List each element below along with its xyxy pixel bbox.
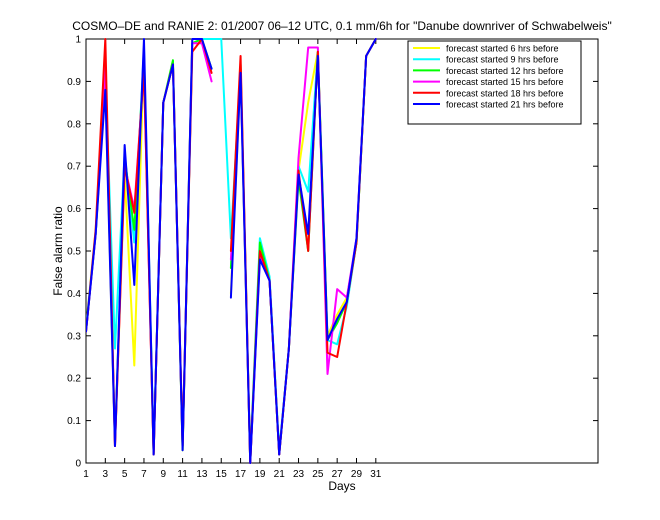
x-tick-label: 17 xyxy=(235,469,247,480)
x-axis-label: Days xyxy=(328,479,355,493)
x-tick-label: 19 xyxy=(254,469,266,480)
y-tick-label: 0.9 xyxy=(67,77,81,88)
x-tick-label: 31 xyxy=(370,469,382,480)
series-lines xyxy=(86,38,377,464)
y-tick-label: 0 xyxy=(75,459,81,470)
x-tick-label: 13 xyxy=(196,469,208,480)
series-line-forecast-started-21-hrs-before xyxy=(229,38,377,464)
y-tick-label: 0.7 xyxy=(67,162,81,173)
x-tick-label: 7 xyxy=(141,469,147,480)
legend-label-forecast-started-18-hrs-before: forecast started 18 hrs before xyxy=(446,88,564,98)
y-tick-label: 1 xyxy=(75,35,81,46)
y-tick-label: 0.4 xyxy=(67,289,81,300)
x-tick-label: 27 xyxy=(332,469,344,480)
x-tick-label: 11 xyxy=(177,469,188,480)
y-tick-label: 0.1 xyxy=(67,416,81,427)
y-tick-label: 0.2 xyxy=(67,374,81,385)
legend-label-forecast-started-6-hrs-before: forecast started 6 hrs before xyxy=(446,44,559,54)
y-axis-label: False alarm ratio xyxy=(51,206,65,296)
x-tick-label: 29 xyxy=(351,469,363,480)
y-tick-label: 0.5 xyxy=(67,247,81,258)
chart-title: COSMO–DE and RANIE 2: 01/2007 06–12 UTC,… xyxy=(72,19,611,33)
x-tick-label: 15 xyxy=(216,469,228,480)
x-tick-label: 25 xyxy=(312,469,324,480)
legend-label-forecast-started-12-hrs-before: forecast started 12 hrs before xyxy=(446,66,564,76)
y-tick-label: 0.8 xyxy=(67,119,81,130)
y-axis: 0 0.1 0.2 0.3 0.4 0.5 0.6 0.7 0.8 0.9 1 xyxy=(67,35,598,470)
series-line-forecast-started-21-hrs-before xyxy=(86,38,213,456)
x-tick-label: 23 xyxy=(293,469,305,480)
x-axis: 1 3 5 7 9 11 13 15 17 19 21 23 25 27 29 31 xyxy=(83,39,382,480)
x-tick-label: 3 xyxy=(103,469,109,480)
x-tick-label: 21 xyxy=(274,469,286,480)
x-tick-label: 1 xyxy=(83,469,89,480)
y-tick-label: 0.3 xyxy=(67,331,81,342)
y-tick-label: 0.6 xyxy=(67,204,81,215)
legend-label-forecast-started-21-hrs-before: forecast started 21 hrs before xyxy=(446,100,564,110)
x-tick-label: 9 xyxy=(161,469,167,480)
x-tick-label: 5 xyxy=(122,469,128,480)
legend-label-forecast-started-9-hrs-before: forecast started 9 hrs before xyxy=(446,55,559,65)
legend-label-forecast-started-15-hrs-before: forecast started 15 hrs before xyxy=(446,77,564,87)
